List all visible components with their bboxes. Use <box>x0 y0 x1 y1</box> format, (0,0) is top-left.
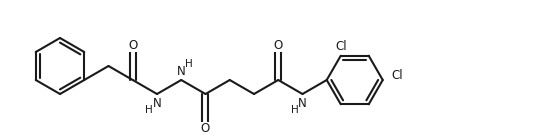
Text: O: O <box>128 39 137 51</box>
Text: H: H <box>185 59 193 69</box>
Text: N: N <box>177 64 186 78</box>
Text: Cl: Cl <box>335 40 347 53</box>
Text: N: N <box>298 96 307 109</box>
Text: H: H <box>145 105 153 115</box>
Text: H: H <box>291 105 299 115</box>
Text: O: O <box>201 123 210 136</box>
Text: O: O <box>273 39 283 51</box>
Text: N: N <box>152 96 162 109</box>
Text: Cl: Cl <box>391 68 402 82</box>
